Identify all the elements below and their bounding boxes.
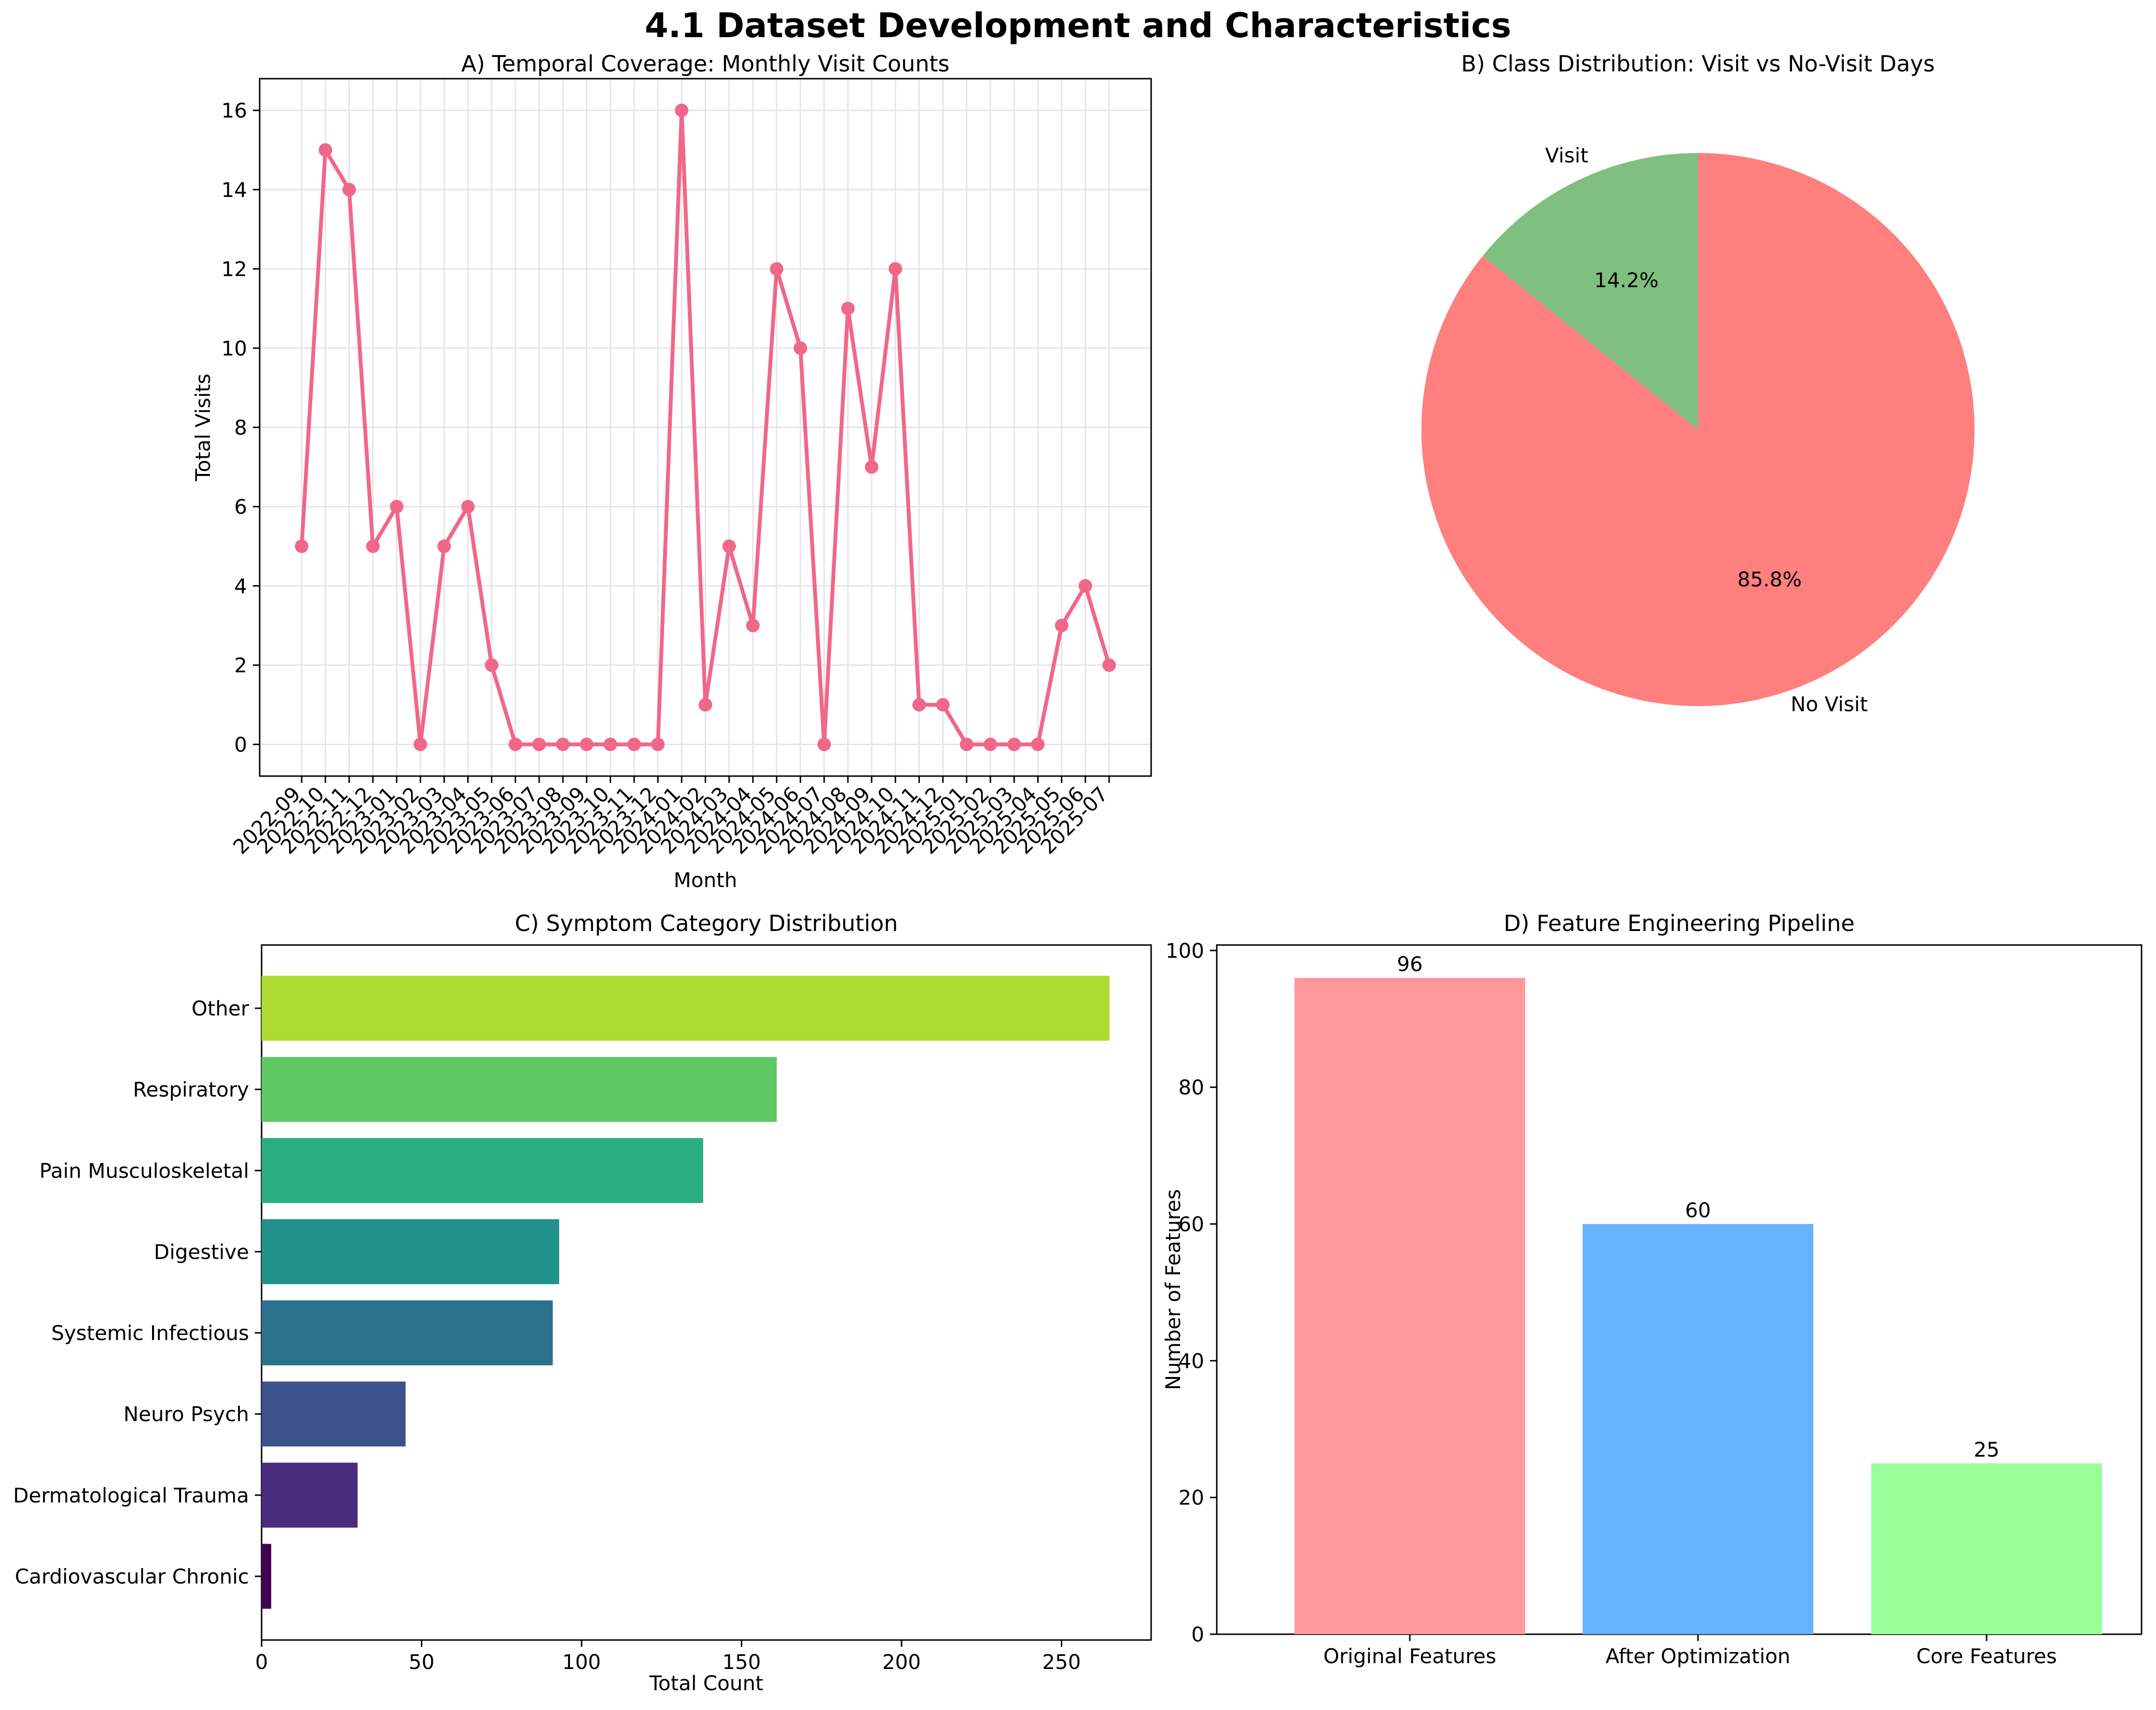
c-category-label: Pain Musculoskeletal [39,1159,249,1182]
c-x-tick-label: 50 [409,1650,434,1674]
a-title: A) Temporal Coverage: Monthly Visit Coun… [461,51,950,77]
b-slice-no-visit [1421,153,1975,706]
a-data-point [437,539,451,553]
a-data-point [889,262,903,276]
d-y-tick-label: 100 [1166,939,1204,962]
a-data-point [675,103,689,117]
b-pct-label: 14.2% [1594,268,1658,292]
a-data-point [983,737,997,751]
d-category-label: Original Features [1323,1644,1496,1668]
c-bar [262,1219,559,1284]
a-data-point [960,737,974,751]
a-data-point [508,737,522,751]
d-bar [1871,1463,2102,1634]
d-y-tick-label: 0 [1191,1623,1204,1646]
a-y-tick-label: 8 [234,416,247,440]
c-title: C) Symptom Category Distribution [515,910,898,936]
a-data-point [793,341,807,355]
a-y-tick-label: 6 [234,495,247,519]
c-x-tick-label: 200 [882,1650,921,1674]
b-title: B) Class Distribution: Visit vs No-Visit… [1461,51,1934,77]
a-y-tick-label: 14 [222,178,247,202]
c-bar [262,1381,406,1446]
a-data-point [651,737,665,751]
c-x-tick-label: 150 [722,1650,761,1674]
c-category-label: Digestive [154,1240,249,1264]
a-data-point [746,619,760,633]
a-data-point [817,737,831,751]
c-category-label: Cardiovascular Chronic [15,1565,249,1588]
a-xlabel: Month [674,868,737,892]
d-title: D) Feature Engineering Pipeline [1503,910,1854,936]
a-data-point [841,302,855,316]
d-value-label: 96 [1397,952,1422,976]
d-value-label: 60 [1685,1198,1711,1222]
c-bar [262,1057,777,1122]
a-y-tick-label: 10 [222,336,247,360]
c-bar [262,1543,271,1609]
a-data-point [1031,737,1045,751]
a-data-point [556,737,570,751]
c-category-label: Neuro Psych [124,1403,249,1426]
d-y-tick-label: 60 [1179,1212,1204,1236]
a-data-point [1078,579,1092,593]
a-data-point [603,737,617,751]
a-data-point [414,737,428,751]
a-data-point [936,698,950,712]
a-data-point [1102,658,1116,672]
d-bar [1294,978,1525,1634]
c-bar [262,1300,553,1365]
c-bar [262,1138,703,1203]
a-data-point [295,539,308,553]
a-data-point [342,182,356,196]
figure-title: 4.1 Dataset Development and Characterist… [644,6,1512,45]
a-data-point [532,737,546,751]
d-category-label: After Optimization [1606,1644,1791,1668]
c-x-tick-label: 250 [1042,1650,1081,1674]
b-slice-visit [1482,153,1698,430]
d-y-tick-label: 80 [1179,1076,1204,1099]
a-data-point [864,460,878,474]
a-data-point [627,737,641,751]
a-data-point [1007,737,1021,751]
a-data-point [319,143,333,157]
a-y-tick-label: 2 [234,653,247,677]
c-x-tick-label: 100 [562,1650,601,1674]
d-y-tick-label: 20 [1179,1486,1204,1510]
d-bar [1583,1224,1813,1634]
a-data-point [722,539,736,553]
a-data-point [770,262,784,276]
c-category-label: Respiratory [133,1078,249,1101]
a-data-point [485,658,499,672]
a-data-point [389,500,403,514]
d-y-tick-label: 40 [1179,1349,1204,1373]
d-category-label: Core Features [1916,1644,2057,1668]
b-slice-label: Visit [1545,143,1588,167]
b-pct-label: 85.8% [1738,568,1802,591]
a-y-tick-label: 16 [222,99,247,123]
c-category-label: Dermatological Trauma [13,1484,249,1507]
c-x-tick-label: 0 [255,1650,268,1674]
a-y-tick-label: 4 [234,574,247,598]
d-value-label: 25 [1974,1438,1999,1461]
c-category-label: Systemic Infectious [51,1321,249,1345]
d-ylabel: Number of Features [1161,1189,1185,1390]
c-bar [262,1462,358,1528]
a-data-point [1055,619,1069,633]
a-data-point [461,500,475,514]
c-category-label: Other [192,997,250,1020]
a-data-point [580,737,594,751]
a-y-tick-label: 12 [222,257,247,281]
c-axes-frame [261,944,1152,1641]
b-slice-label: No Visit [1791,693,1868,716]
a-data-point [698,698,712,712]
a-data-point [912,698,926,712]
a-ylabel: Total Visits [191,374,215,482]
c-bar [262,975,1110,1041]
c-xlabel: Total Count [649,1671,763,1695]
a-y-tick-label: 0 [234,733,247,756]
a-data-point [366,539,380,553]
